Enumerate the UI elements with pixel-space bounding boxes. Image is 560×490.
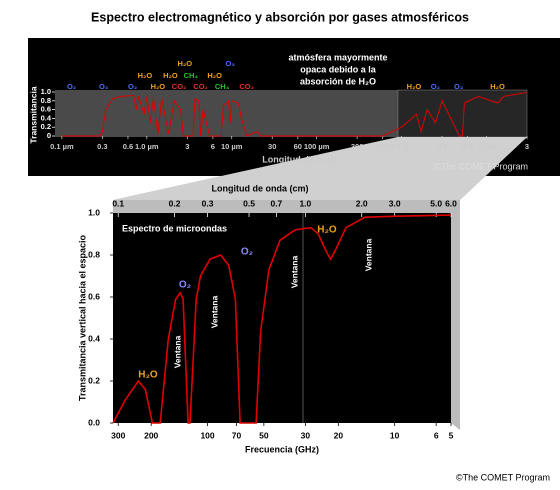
zoom-fan [113, 137, 527, 430]
y-tick-label: 1.0 [41, 87, 51, 96]
y-tick-label: 0.8 [88, 249, 100, 259]
x2-tick-label: 0.7 [270, 198, 282, 208]
y-tick-label: 0.2 [88, 375, 100, 385]
title: Espectro electromagnético y absorción po… [91, 10, 469, 24]
x-tick-label: 70 [232, 430, 242, 440]
note: atmósfera mayormente opaca debido a la a… [288, 52, 387, 86]
x-tick-label: 600 [376, 142, 389, 151]
gas-label: H₂O [151, 82, 166, 91]
y-tick-label: 0.8 [41, 96, 51, 105]
gas-label: H₂O [163, 71, 178, 80]
x-tick-label: 0.1 µm [50, 142, 74, 151]
x2-tick-label: 1.0 [299, 198, 311, 208]
x-tick-label: 6 [434, 430, 439, 440]
window-label: Ventana [209, 295, 219, 328]
transmission-line [61, 91, 528, 137]
credit: ©The COMET Program [434, 161, 528, 171]
x-tick-label: 300 [351, 142, 364, 151]
gas-label: O₂ [67, 82, 76, 91]
gas-label: H₂O [207, 71, 222, 80]
y-tick-label: 0 [47, 131, 51, 140]
y-tick-label: 0.2 [41, 122, 51, 131]
gas-label: CO₂ [172, 82, 187, 91]
x-label: Longitud de onda [262, 154, 338, 164]
transmission-line [112, 214, 452, 424]
x2-tick-label: 0.2 [169, 198, 181, 208]
y-tick-label: 0.0 [88, 417, 100, 427]
y-tick-label: 0.6 [88, 291, 100, 301]
gas-label: H₂O [490, 82, 505, 91]
note-line: atmósfera mayormente [288, 52, 387, 62]
window-labels: Ventana Ventana Ventana Ventana [172, 238, 373, 368]
x2-tick-label: 0.1 [112, 198, 124, 208]
y-tick-label: 1.0 [88, 207, 100, 217]
x2-tick-label: 3.0 [389, 198, 401, 208]
window-label: Ventana [172, 335, 182, 368]
x2-tick-label: 5.0 [430, 198, 442, 208]
gas-label: CO₂ [239, 82, 254, 91]
strip-left [55, 90, 398, 137]
annotation: O₂ [241, 247, 253, 258]
gas-label: O₂ [454, 82, 463, 91]
annotation: H₂O [138, 370, 158, 381]
main-annotations: H₂O O₂ O₂ H₂O [138, 225, 337, 381]
window-label: Ventana [363, 238, 373, 271]
y-label: Transmitancia vertical hacia el espacio [77, 234, 87, 401]
gas-label: CH₄ [215, 82, 230, 91]
x-tick-label: 0.6 [123, 142, 133, 151]
x-label: Frecuencia (GHz) [245, 444, 319, 454]
x-tick-label: 10 µm [221, 142, 243, 151]
x-tick-label: 300 [111, 430, 125, 440]
zoom-fan-top [113, 137, 527, 200]
x-tick-label: 60 [294, 142, 302, 151]
x-tick-label: 30 [301, 430, 311, 440]
x-tick-label: 3 [185, 142, 189, 151]
window-label: Ventana [289, 255, 299, 288]
x2-tick-label: 2.0 [356, 198, 368, 208]
x-tick-label: 200 [144, 430, 158, 440]
annotation: O₂ [179, 280, 191, 291]
x2-tick-label: 6.0 [445, 198, 457, 208]
subtitle: Espectro de microondas [122, 223, 227, 233]
x-tick-label: 10 [390, 430, 400, 440]
x-tick-label: 1.0 µm [135, 142, 159, 151]
x-tick-label: 50 [259, 430, 269, 440]
x-tick-label: 5 [449, 430, 454, 440]
x2-label: Longitud de onda (cm) [212, 183, 309, 193]
footer-credit: ©The COMET Program [456, 472, 550, 482]
gas-label: O₃ [226, 59, 236, 68]
x-tick-label: 3 [525, 142, 529, 151]
x-tick-label: 100 [200, 430, 214, 440]
x2-tick-label: 0.5 [243, 198, 255, 208]
x-tick-label: 1 cm [478, 142, 495, 151]
main-plot [113, 213, 451, 423]
x-tick-label: 0.3 [97, 142, 107, 151]
x-tick-label: 0.1 cm [390, 142, 414, 151]
gas-label: CO₂ [193, 82, 208, 91]
x-tick-label: 30 [268, 142, 276, 151]
x2-tick-label: 0.3 [202, 198, 214, 208]
gas-label: O₂ [431, 82, 440, 91]
annotation: H₂O [317, 225, 337, 236]
gas-label: O₂ [128, 82, 137, 91]
x-tick-label: 20 [334, 430, 344, 440]
gas-label: O₃ [99, 82, 109, 91]
x-tick-label: 6 [211, 142, 215, 151]
note-line: opaca debido a la [300, 64, 377, 74]
x-tick-label: 0.3 [437, 142, 447, 151]
gas-label: CH₄ [184, 71, 199, 80]
y-label: Transmitancia [28, 86, 38, 143]
note-line: absorción de H₂O [300, 76, 376, 86]
gas-label: H₂O [177, 59, 192, 68]
gas-label: H₂O [138, 71, 153, 80]
y-tick-label: 0.4 [88, 333, 100, 343]
y-tick-label: 0.4 [41, 113, 52, 122]
x-tick-label: 100 µm [304, 142, 330, 151]
gas-label: H₂O [407, 82, 422, 91]
y-tick-label: 0.6 [41, 105, 51, 114]
x-tick-label: 0.6 [462, 142, 472, 151]
